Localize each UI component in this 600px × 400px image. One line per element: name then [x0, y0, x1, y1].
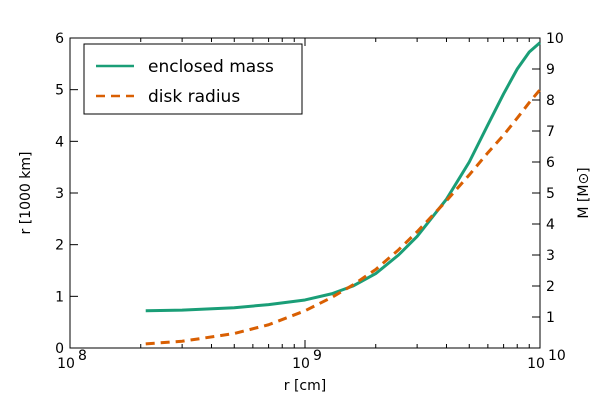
series-layer	[145, 41, 542, 346]
x-axis-label: r [cm]	[284, 378, 326, 394]
x-tick-label: 10	[527, 356, 545, 372]
y-right-tick-label: 9	[546, 62, 555, 78]
legend-label-enclosed-mass: enclosed mass	[148, 57, 274, 77]
y-right-tick-label: 8	[546, 93, 555, 109]
y-right-tick-label: 6	[546, 155, 555, 171]
y-axis-left-label: r [1000 km]	[18, 152, 34, 235]
y-left-tick-label: 5	[55, 83, 64, 99]
y-left-tick-label: 6	[55, 31, 64, 47]
y-right-tick-label: 7	[546, 124, 555, 140]
x-tick-label-exponent: 8	[78, 348, 87, 364]
y-right-tick-label: 1	[546, 310, 555, 326]
x-tick-label: 10	[292, 356, 310, 372]
y-right-tick-label: 5	[546, 186, 555, 202]
y-right-tick-label: 10	[546, 31, 564, 47]
y-right-tick-label: 3	[546, 248, 555, 264]
y-axis-right-label: M [M⊙]	[576, 167, 592, 218]
series-line-disk-radius	[145, 88, 542, 346]
x-tick-label-exponent: 10	[548, 348, 566, 364]
series-line-enclosed-mass	[145, 41, 541, 313]
y-left-tick-label: 0	[55, 341, 64, 357]
legend-frame	[83, 43, 303, 115]
y-left-tick-label: 3	[55, 186, 64, 202]
y-left-tick-label: 2	[55, 238, 64, 254]
x-tick-label-exponent: 9	[313, 348, 322, 364]
y-left-tick-label: 1	[55, 289, 64, 305]
legend: enclosed mass disk radius	[83, 43, 303, 115]
legend-label-disk-radius: disk radius	[148, 87, 240, 107]
y-right-tick-label: 2	[546, 279, 555, 295]
y-left-tick-label: 4	[55, 134, 64, 150]
y-right-tick-label: 4	[546, 217, 555, 233]
x-tick-label: 10	[57, 356, 75, 372]
